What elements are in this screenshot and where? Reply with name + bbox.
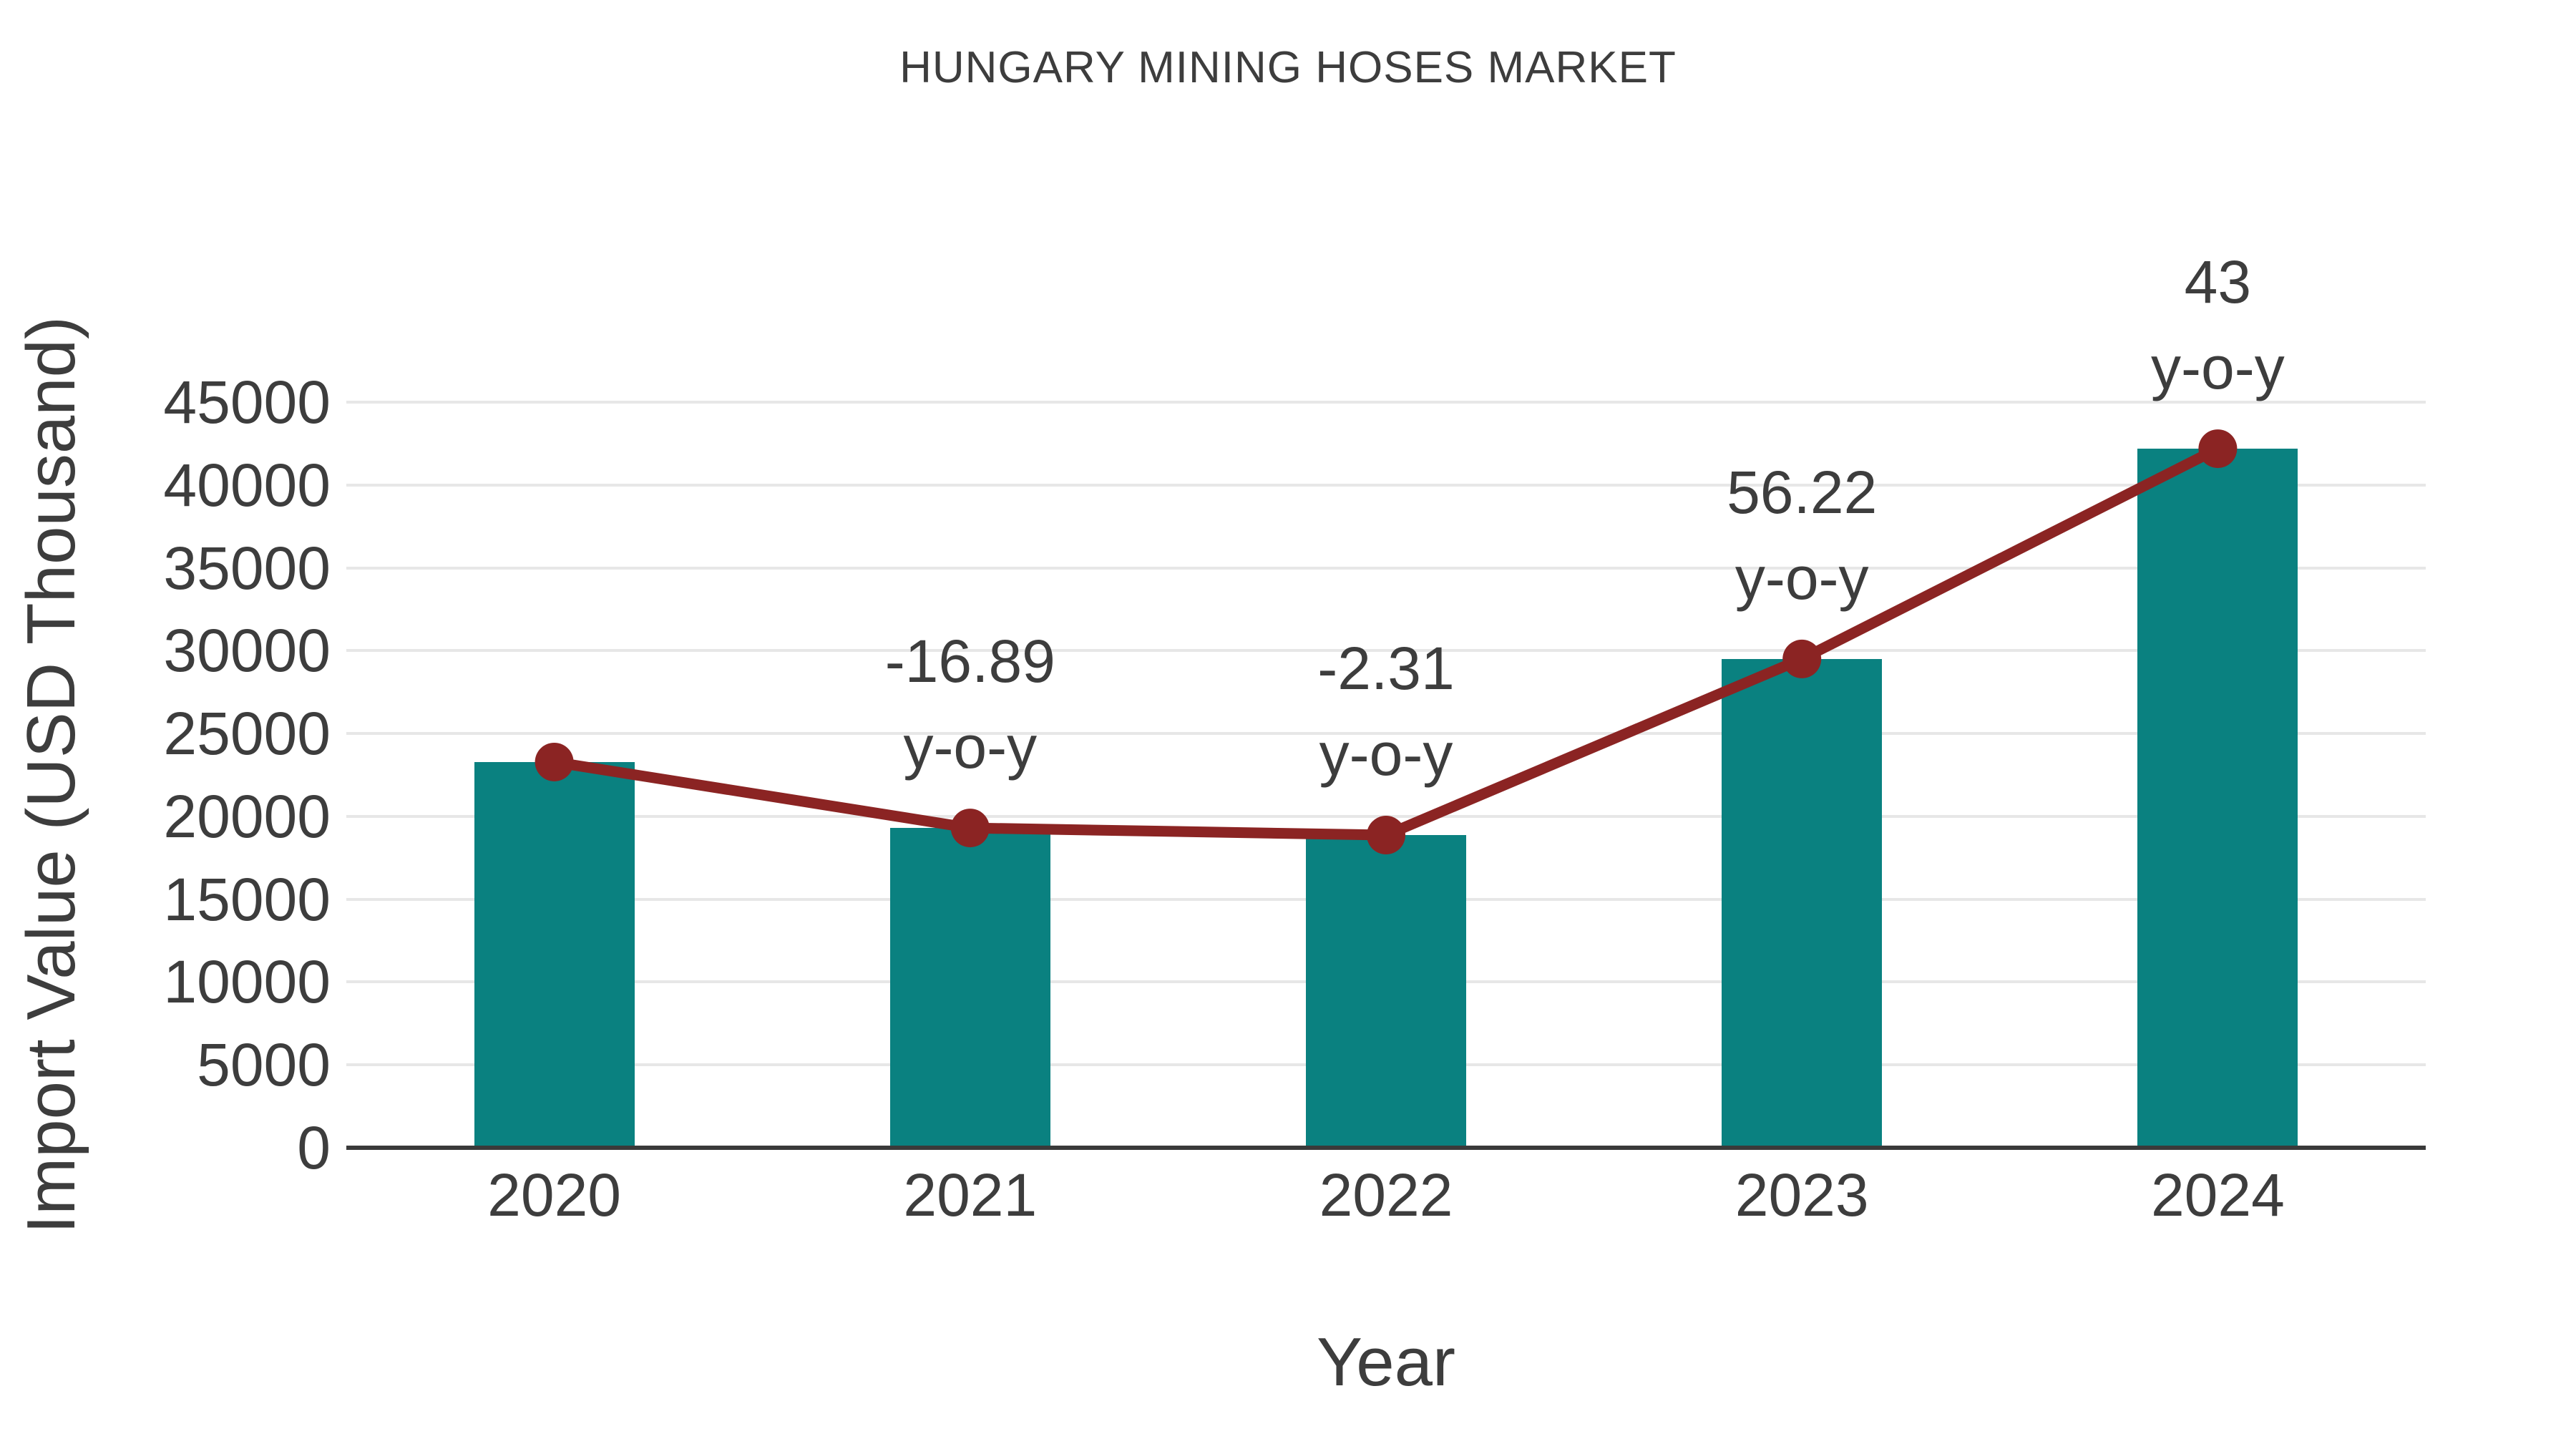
yoy-annotation-2022: -2.31 y-o-y — [1317, 635, 1455, 789]
chart-title: HUNGARY MINING HOSES MARKET — [899, 43, 1677, 92]
x-axis-line — [346, 1146, 2426, 1150]
y-axis-title-text: Import Value (USD Thousand) — [13, 316, 89, 1234]
bar-2023 — [1722, 658, 1883, 1148]
bar-2021 — [889, 828, 1050, 1148]
x-tick-label-2020: 2020 — [487, 1161, 622, 1229]
x-tick-label-2023: 2023 — [1735, 1161, 1869, 1229]
x-tick-label-2024: 2024 — [2150, 1161, 2285, 1229]
bar-2020 — [474, 761, 635, 1148]
yoy-annotation-2023: 56.22 y-o-y — [1727, 458, 1878, 612]
yoy-annotation-2024: 43 y-o-y — [2151, 248, 2285, 402]
yoy-annotation-2021: -16.89 y-o-y — [884, 628, 1055, 781]
bar-2024 — [2137, 449, 2298, 1148]
gridline — [346, 566, 2426, 570]
y-tick-label-25000: 25000 — [163, 700, 331, 768]
y-tick-label-0: 0 — [297, 1114, 331, 1181]
y-tick-label-5000: 5000 — [197, 1031, 331, 1099]
y-tick-label-10000: 10000 — [163, 948, 331, 1016]
gridline — [346, 814, 2426, 818]
gridline — [346, 483, 2426, 487]
y-tick-label-30000: 30000 — [163, 617, 331, 685]
y-tick-label-15000: 15000 — [163, 865, 331, 933]
x-axis-title: Year — [1317, 1324, 1455, 1400]
x-tick-label-2021: 2021 — [903, 1161, 1038, 1229]
y-tick-label-35000: 35000 — [163, 534, 331, 602]
y-tick-label-20000: 20000 — [163, 782, 331, 850]
y-tick-label-45000: 45000 — [163, 369, 331, 436]
x-tick-label-2022: 2022 — [1319, 1161, 1453, 1229]
bar-2022 — [1306, 835, 1466, 1148]
y-tick-label-40000: 40000 — [163, 451, 331, 519]
gridline — [346, 401, 2426, 404]
